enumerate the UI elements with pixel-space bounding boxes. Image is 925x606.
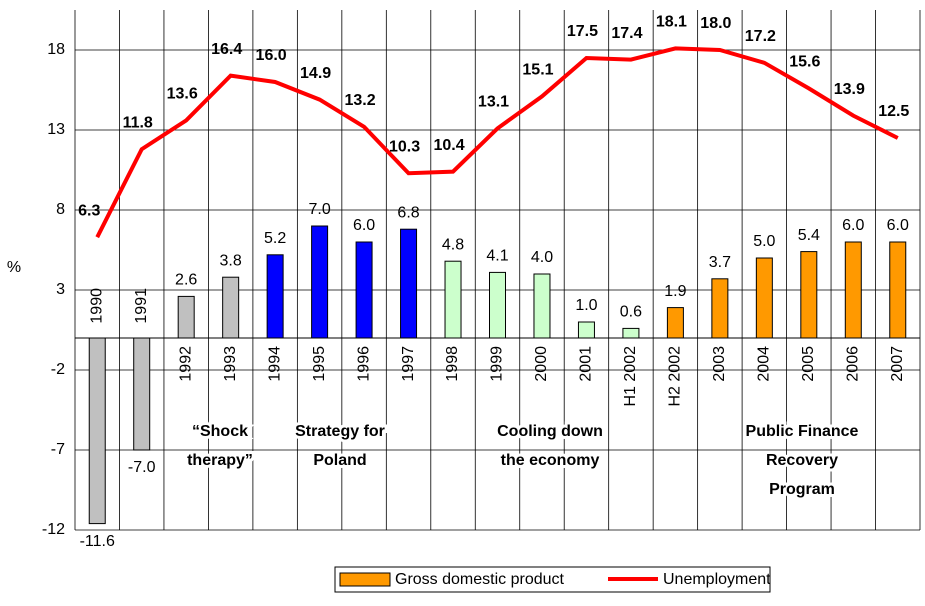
bar [711,278,729,339]
y-tick-label: -7 [51,441,65,458]
bar-value-label: 5.4 [798,227,820,244]
line-value-label: 17.5 [567,23,598,40]
x-tick-label: 2004 [756,346,773,382]
x-tick-label: 2006 [845,346,862,382]
bar-value-label: 4.1 [486,248,508,265]
bar [133,337,151,451]
x-tick-label: H2 2002 [667,346,684,407]
annotation: “Shock [192,423,248,440]
x-tick-label: 1994 [266,346,283,382]
annotation: Recovery [766,452,838,469]
y-tick-label: -2 [51,361,65,378]
bar [266,254,284,339]
bar [889,241,907,339]
line-value-label: 17.4 [611,25,642,42]
bar-value-label: 1.9 [664,283,686,300]
line-value-label: 10.4 [433,137,464,154]
line-value-label: 13.1 [478,94,509,111]
x-tick-label: 1997 [400,346,417,382]
bar [222,276,240,339]
bar [400,228,418,339]
x-tick-label: 1992 [177,346,194,382]
annotation: Strategy for [295,423,385,440]
bar [666,307,684,339]
bar-value-label: 4.0 [531,249,553,266]
line-value-label: 13.9 [834,81,865,98]
x-tick-label: 1993 [222,346,239,382]
bar-value-label: 2.6 [175,272,197,289]
x-tick-label: H1 2002 [622,346,639,407]
bar [622,327,640,339]
bar-value-label: 6.0 [842,217,864,234]
x-tick-label: 1998 [444,346,461,382]
legend-box [334,566,771,593]
bar-value-label: -7.0 [128,459,156,476]
line-value-label: 13.2 [345,92,376,109]
bar [533,273,551,339]
line-value-label: 17.2 [745,28,776,45]
y-tick-label: -12 [42,521,65,538]
annotation: Cooling down [497,423,603,440]
y-tick-label: 18 [47,41,65,58]
bar-value-label: 5.0 [753,233,775,250]
bar-value-label: 3.8 [220,252,242,269]
bar [844,241,862,339]
line-value-label: 18.1 [656,14,687,31]
bar-value-label: 4.8 [442,236,464,253]
x-tick-label: 2001 [578,346,595,382]
line-value-label: 15.1 [522,62,553,79]
annotation: Poland [313,452,366,469]
line [95,46,899,239]
line-value-label: 13.6 [167,86,198,103]
bar-value-label: -11.6 [80,533,115,550]
x-tick-label: 1991 [133,288,150,324]
line-value-label: 11.8 [123,114,153,131]
bar-value-label: 5.2 [264,230,286,247]
y-tick-label: 3 [56,281,65,298]
x-tick-label: 1995 [311,346,328,382]
x-tick-label: 2005 [800,346,817,382]
bar-value-label: 6.0 [353,217,375,234]
line-value-label: 10.3 [389,138,420,155]
legend-label: Unemployment [663,571,771,588]
x-tick-label: 1996 [355,346,372,382]
annotation: Program [769,481,835,498]
bar [444,260,462,339]
line-value-label: 16.4 [211,41,242,58]
line-value-label: 16.0 [256,47,287,64]
legend-swatch [339,572,391,587]
bar-value-label: 0.6 [620,304,642,321]
y-tick-label: 8 [56,201,65,218]
line-value-label: 12.5 [878,103,909,120]
bar-value-label: 7.0 [308,201,330,218]
line-value-label: 18.0 [700,15,731,32]
bar-value-label: 1.0 [575,297,597,314]
bar [311,225,329,339]
y-axis-label: % [7,259,21,276]
line-value-label: 6.3 [78,202,100,219]
bar [489,271,506,339]
bar-value-label: 6.0 [887,217,909,234]
x-tick-label: 1990 [88,288,105,324]
annotation: therapy” [187,452,253,469]
x-tick-label: 2003 [711,346,728,382]
annotation: the economy [501,452,600,469]
y-tick-label: 13 [47,121,65,138]
bar [88,337,106,525]
annotation: Public Finance [746,423,859,440]
line-value-label: 15.6 [789,54,820,71]
legend-label: Gross domestic product [395,571,565,588]
bar [177,295,195,339]
bar [355,241,373,339]
x-tick-label: 2000 [533,346,550,382]
bar [755,257,773,339]
x-tick-label: 2007 [889,346,906,382]
bar [800,251,818,339]
bar-value-label: 6.8 [397,204,419,221]
x-tick-label: 1999 [489,346,506,382]
bar-value-label: 3.7 [709,254,731,271]
bar [577,321,595,339]
line-value-label: 14.9 [300,65,331,82]
